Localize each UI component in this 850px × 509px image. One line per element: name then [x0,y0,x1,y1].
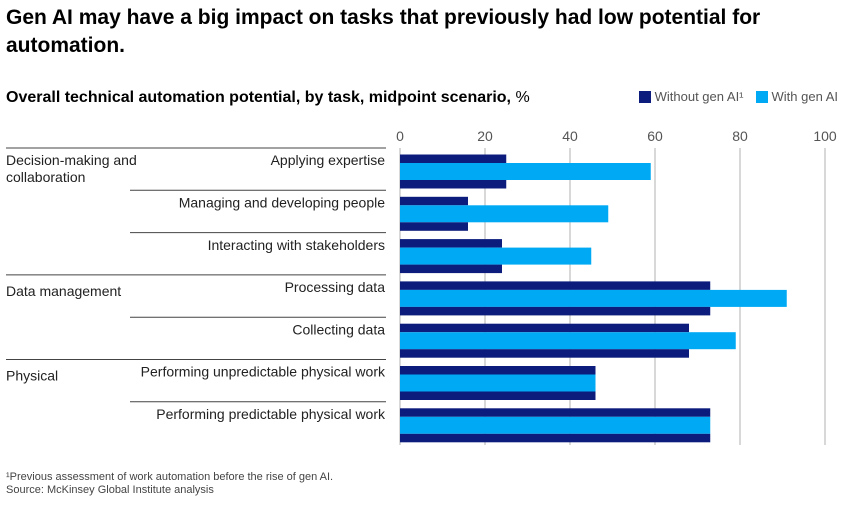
category-label: Applying expertise [271,152,386,168]
bar-without-gen-ai [400,433,711,443]
bar-without-gen-ai [400,281,711,290]
category-label: Collecting data [292,321,385,337]
bar-without-gen-ai [400,239,502,248]
x-tick-label: 60 [647,128,663,144]
legend-label-without: Without gen AI¹ [654,89,744,104]
bar-without-gen-ai [400,196,468,206]
bar-without-gen-ai [400,323,689,333]
legend-swatch-with [755,90,768,103]
x-tick-label: 0 [396,128,404,144]
bar-with-gen-ai [400,163,651,180]
x-tick-label: 80 [732,128,748,144]
bar-with-gen-ai [400,205,609,223]
bar-without-gen-ai [400,306,711,316]
bar-with-gen-ai [400,332,736,350]
category-label: Performing predictable physical work [156,406,386,422]
group-label: Decision-making and collaboration [6,152,137,185]
category-label: Performing unpredictable physical work [141,364,386,380]
bar-with-gen-ai [400,416,711,434]
bar-without-gen-ai [400,366,596,375]
bar-with-gen-ai [400,289,787,307]
source-note: Source: McKinsey Global Institute analys… [6,484,214,496]
bar-without-gen-ai [400,222,468,231]
legend-swatch-without [638,90,651,103]
category-label: Managing and developing people [179,194,385,210]
legend-label-with: With gen AI [771,89,838,104]
bar-without-gen-ai [400,154,507,163]
x-tick-label: 20 [477,128,493,144]
bar-with-gen-ai [400,247,592,265]
legend-item-with: With gen AI [755,89,838,104]
bar-without-gen-ai [400,180,507,189]
bar-without-gen-ai [400,391,596,400]
group-label: Data management [6,283,121,299]
legend-item-without: Without gen AI¹ [638,89,744,104]
bar-without-gen-ai [400,349,689,358]
page-title: Gen AI may have a big impact on tasks th… [6,6,761,57]
bar-without-gen-ai [400,264,502,274]
bar-chart: 0 20 40 60 80 100 Applying expertise Managing a… [6,128,837,445]
footnote: ¹Previous assessment of work automation … [6,471,334,483]
chart-subtitle: Overall technical automation potential, … [6,89,530,107]
subtitle-unit: % [515,89,530,106]
bar-with-gen-ai [400,374,596,392]
group-label: Physical [6,368,58,384]
category-label: Interacting with stakeholders [208,237,385,253]
x-tick-label: 100 [813,128,837,144]
legend: Without gen AI¹ With gen AI [638,89,838,104]
x-tick-label: 40 [562,128,578,144]
category-label: Processing data [285,279,386,295]
bar-without-gen-ai [400,408,711,417]
subtitle-text: Overall technical automation potential, … [6,89,511,106]
